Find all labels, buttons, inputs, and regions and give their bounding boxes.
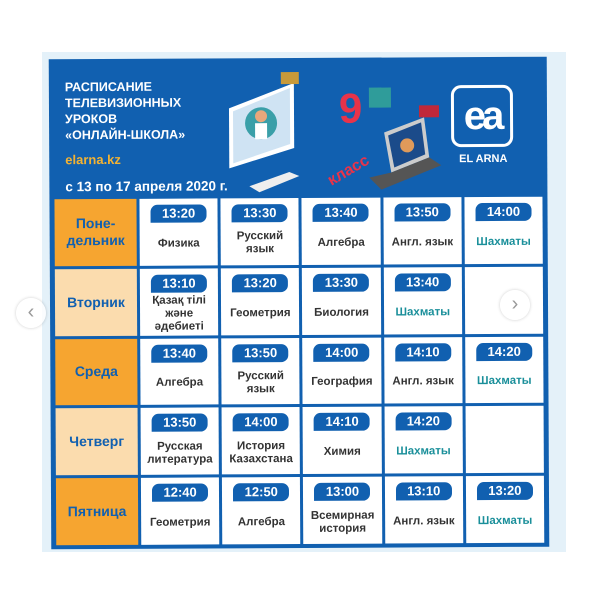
- lesson-cell: 13:10 Англ. язык: [384, 476, 464, 544]
- lesson-time: 14:20: [476, 342, 533, 361]
- online-school-illustration: 9 класс: [228, 71, 442, 193]
- lesson-subject: Русская литература: [147, 440, 213, 466]
- lesson-cell: 14:20 Шахматы: [384, 406, 463, 474]
- header: РАСПИСАНИЕ ТЕЛЕВИЗИОННЫХ УРОКОВ «ОНЛАЙН-…: [49, 57, 548, 198]
- lesson-time: 14:00: [313, 343, 370, 362]
- lesson-cell: 14:20 Шахматы: [464, 336, 544, 404]
- lesson-subject: Шахматы: [476, 235, 531, 248]
- lesson-cell: 13:40 Шахматы: [383, 266, 462, 335]
- lesson-subject: Русский язык: [237, 370, 284, 396]
- lesson-subject: Алгебра: [155, 376, 204, 390]
- lesson-subject: Химия: [323, 445, 361, 459]
- lesson-cell: 13:40 Алгебра: [140, 338, 219, 406]
- lesson-cell: 14:00 География: [302, 337, 382, 405]
- lesson-time: 13:10: [395, 482, 452, 501]
- grade-number: 9: [339, 85, 363, 132]
- lesson-time: 14:00: [232, 413, 289, 432]
- lesson-subject: Алгебра: [317, 236, 365, 249]
- lesson-time: 14:10: [394, 342, 451, 362]
- lesson-cell: 14:00 История Казахстана: [221, 407, 301, 475]
- lesson-subject: История Казахстана: [229, 439, 293, 466]
- lesson-cell: 13:50 Русская литература: [140, 407, 220, 476]
- el-arna-logo: ea: [450, 84, 514, 148]
- title-line: УРОКОВ: [64, 111, 118, 127]
- lesson-time: 13:00: [314, 482, 371, 502]
- lesson-time: 13:30: [231, 204, 288, 223]
- lesson-subject: Алгебра: [237, 516, 286, 529]
- title-line: «ОНЛАЙН-ШКОЛА»: [65, 127, 186, 143]
- day-label: Поне- дельник: [54, 198, 137, 267]
- lesson-time: 14:10: [314, 413, 371, 432]
- lesson-subject: Шахматы: [477, 514, 533, 528]
- lesson-time: 14:20: [395, 412, 452, 431]
- lesson-cell: 13:50 Англ. язык: [383, 197, 462, 265]
- lesson-subject: Шахматы: [396, 445, 451, 458]
- lesson-time: 13:50: [151, 413, 208, 433]
- lesson-cell: 12:50 Алгебра: [222, 477, 301, 545]
- lesson-time: 13:30: [313, 273, 370, 292]
- schedule-title: РАСПИСАНИЕ ТЕЛЕВИЗИОННЫХ УРОКОВ «ОНЛАЙН-…: [65, 78, 215, 143]
- lesson-time: 14:00: [475, 202, 532, 222]
- lesson-cell: 14:00 Шахматы: [464, 196, 543, 264]
- lesson-subject: Англ. язык: [392, 375, 454, 388]
- lesson-subject: Англ. язык: [391, 236, 454, 249]
- lesson-cell: [465, 406, 544, 474]
- date-range: с 13 по 17 апреля 2020 г.: [65, 178, 228, 195]
- lesson-time: 12:50: [233, 483, 290, 502]
- lesson-cell: 12:40 Геометрия: [140, 477, 220, 545]
- lesson-time: 13:40: [394, 273, 451, 292]
- lesson-cell: 13:50 Русский язык: [221, 337, 300, 405]
- lesson-time: 13:20: [150, 204, 207, 223]
- lesson-subject: Геометрия: [150, 516, 211, 529]
- lesson-subject: Қазақ тілі және әдебиеті: [152, 294, 206, 333]
- lesson-time: 13:20: [476, 481, 533, 501]
- lesson-time: 13:50: [232, 343, 289, 362]
- lesson-subject: Физика: [157, 237, 200, 250]
- day-label: Четверг: [55, 408, 138, 476]
- schedule-table: Поне- дельник 13:20 Физика 13:30 Русский язы…: [54, 196, 545, 546]
- website-link: elarna.kz: [65, 151, 121, 168]
- lesson-subject: Всемирная история: [310, 509, 375, 535]
- lesson-cell: 13:40 Алгебра: [301, 197, 381, 265]
- chevron-right-icon: ›: [511, 293, 519, 315]
- lesson-subject: Шахматы: [395, 305, 451, 319]
- title-line: ТЕЛЕВИЗИОННЫХ: [64, 95, 182, 111]
- grade-word: класс: [325, 152, 373, 189]
- lesson-subject: Геометрия: [230, 306, 291, 320]
- lesson-cell: 13:20 Шахматы: [465, 475, 545, 544]
- lesson-cell: 13:20 Физика: [139, 198, 218, 266]
- lesson-time: 12:40: [152, 483, 209, 502]
- lesson-subject: Шахматы: [476, 375, 532, 388]
- lesson-cell: 14:10 Химия: [302, 406, 382, 475]
- day-label: Среда: [55, 338, 138, 406]
- lesson-cell: 13:20 Геометрия: [221, 267, 300, 336]
- carousel-prev-button[interactable]: ‹: [16, 298, 46, 328]
- lesson-cell: 13:00 Всемирная история: [303, 476, 382, 544]
- lesson-subject: Биология: [314, 306, 369, 319]
- lesson-time: 13:50: [394, 203, 451, 222]
- day-label: Пятница: [55, 478, 139, 546]
- keyboard-icon: [249, 172, 300, 193]
- lesson-time: 13:20: [232, 273, 289, 293]
- logo-text: EL ARNA: [459, 152, 508, 166]
- lesson-time: 13:40: [312, 203, 370, 222]
- lesson-cell: 13:30 Биология: [302, 267, 381, 335]
- lesson-cell: 14:10 Англ. язык: [383, 336, 463, 404]
- lesson-cell: 13:30 Русский язык: [220, 197, 300, 266]
- lesson-cell: 13:10 Қазақ тілі және әдебиеті: [139, 268, 219, 336]
- day-label: Вторник: [54, 268, 138, 336]
- carousel-next-button[interactable]: ›: [500, 290, 530, 320]
- schedule-card: РАСПИСАНИЕ ТЕЛЕВИЗИОННЫХ УРОКОВ «ОНЛАЙН-…: [48, 56, 550, 550]
- lesson-time: 13:40: [151, 344, 208, 363]
- lesson-time: 13:10: [150, 274, 208, 293]
- lesson-subject: Англ. язык: [393, 515, 455, 528]
- title-line: РАСПИСАНИЕ: [64, 79, 152, 95]
- chevron-left-icon: ‹: [27, 301, 35, 323]
- lesson-subject: География: [311, 376, 373, 389]
- lesson-subject: Русский язык: [236, 230, 284, 256]
